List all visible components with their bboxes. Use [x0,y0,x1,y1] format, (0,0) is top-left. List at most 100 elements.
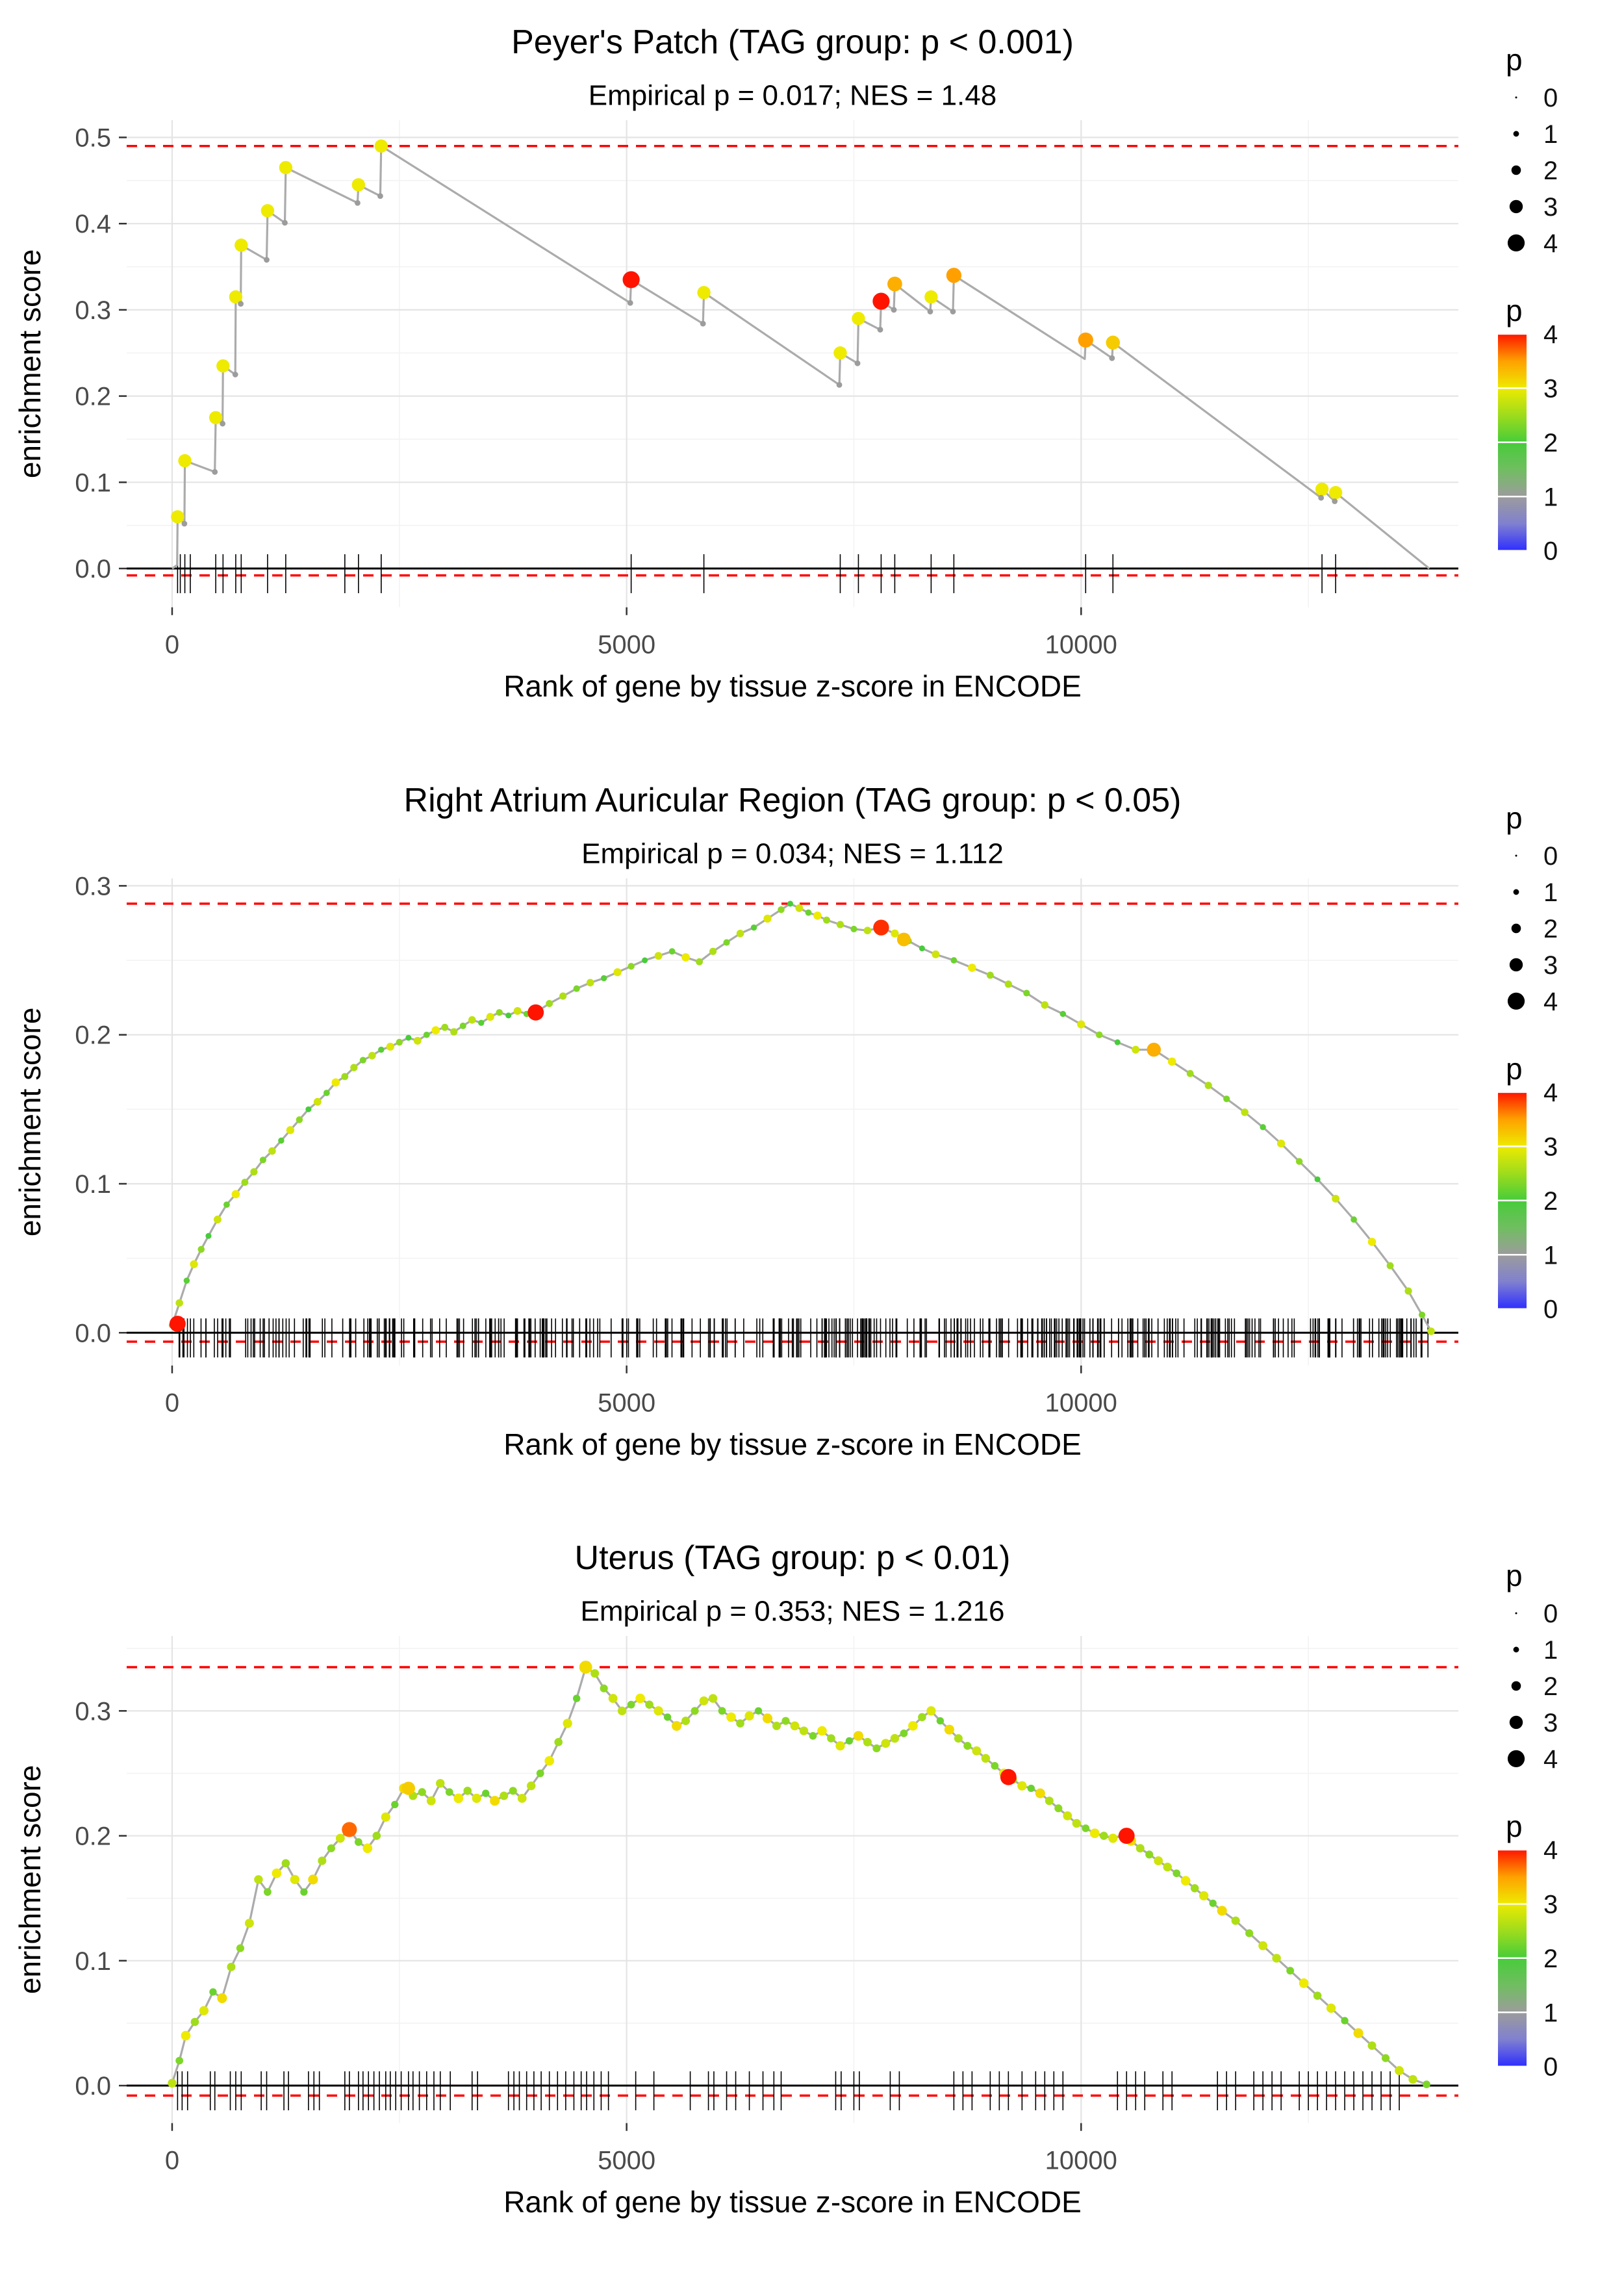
gene-dot [513,1006,522,1015]
gene-dot [590,1669,600,1678]
x-tick-label: 5000 [598,1388,655,1417]
gene-dot [496,1008,503,1016]
gene-dot [431,1026,440,1034]
y-tick-label: 0.0 [75,555,111,583]
chart-panel-right-atrium: 0 5000 10000 0.0 0.1 0.2 0.3 Right Atrium Auric… [0,758,1624,1516]
gene-dot [1272,1954,1281,1963]
gene-dot [628,962,635,970]
gene-dot [359,1056,366,1064]
gene-dot [546,999,553,1007]
colorbar-label: 4 [1543,1079,1558,1107]
size-legend-label: 1 [1543,120,1558,149]
gene-dot [235,238,248,252]
gene-dot [500,1791,509,1800]
gene-dot [1318,494,1325,501]
gene-dot-highlight [342,1822,357,1837]
gene-dot [1245,1929,1254,1937]
gene-dot [835,1741,845,1751]
gene-dot [681,952,690,962]
gene-dot [450,1028,458,1036]
colorbar-label: 0 [1543,1295,1558,1323]
gene-dot [264,257,270,263]
gene-dot [1276,1139,1286,1147]
size-legend-dot [1509,958,1523,971]
gene-dot [617,1706,627,1716]
size-legend-label: 4 [1543,229,1558,258]
gene-dot [736,929,744,938]
colorbar-label: 1 [1543,1241,1558,1270]
gene-dot [891,307,897,313]
gene-dot [559,992,567,1000]
gene-dot [318,1856,327,1865]
gene-dot [799,1726,809,1736]
gene-dot [1186,1069,1194,1077]
gene-dot [1035,1788,1045,1799]
gene-dot [1063,1811,1072,1821]
gene-dot [1199,1891,1209,1901]
gene-dot [1326,2004,1336,2013]
colorbar-label: 0 [1543,537,1558,566]
chart-panel-uterus: 0 5000 10000 0.0 0.1 0.2 0.3 Uterus (TAG group:… [0,1516,1624,2274]
gene-dot [1190,1884,1199,1893]
gene-dot [308,1874,318,1885]
gene-dot [891,929,899,938]
gene-dot [622,271,640,288]
size-legend-title: p [1506,1559,1523,1592]
gene-dot-highlight [1000,1769,1017,1785]
gene-dot [468,1016,476,1024]
chart-svg-1: 0 5000 10000 0.0 0.1 0.2 0.3 Right Atrium Auric… [0,758,1624,1516]
gene-dot [1004,980,1012,988]
gene-dot [241,1178,249,1186]
gene-dot [554,1738,563,1746]
gene-dot [463,1787,472,1795]
gene-dot [1313,1991,1322,2000]
size-legend-dot [1515,96,1517,99]
size-legend-label: 3 [1543,193,1558,222]
gene-dot [544,1756,555,1766]
size-legend-dot [1515,1612,1517,1615]
gene-dot [642,957,648,964]
gene-dot [212,468,218,475]
colorbar-label: 1 [1543,483,1558,511]
gene-dot [1351,1216,1357,1223]
gene-dot [405,1034,412,1041]
gene-dot [1089,1828,1100,1839]
gene-dot [181,520,188,527]
gene-dot [762,1713,773,1724]
size-legend-dot [1513,131,1519,137]
gene-dot [1332,498,1338,504]
y-tick-label: 0.0 [75,2072,111,2101]
gene-dot [1023,990,1030,997]
gene-dot [341,1073,349,1080]
gene-dot [290,1875,300,1885]
gene-dot [1367,1237,1377,1246]
gene-dot [264,1888,272,1897]
gene-dot [1404,1287,1412,1295]
gene-dot [377,193,383,199]
gene-dot [517,1794,527,1804]
gene-dot [872,1744,881,1753]
gene-dot [991,1762,999,1770]
gene-dot [778,906,785,913]
gene-dot [663,1713,672,1721]
gene-dot [1099,1832,1108,1841]
gene-dot [881,1739,891,1748]
gene-dot [672,1721,682,1731]
gene-dot [763,914,772,923]
gene-dot-highlight [1147,1042,1161,1057]
gene-dot [696,958,703,965]
enrichment-curve [171,145,1430,570]
gene-dot [354,1838,362,1846]
gene-dot [744,1711,754,1721]
gene-dot [924,290,938,304]
gene-dot [441,1023,449,1031]
gene-dot [1145,1850,1154,1859]
gene-dot [787,901,794,907]
x-tick-label: 5000 [598,631,655,659]
gene-dot [1241,1108,1249,1116]
gene-dot [1106,335,1121,350]
gene-dot [1217,1906,1227,1916]
gene-dot [1341,2017,1349,2025]
y-tick-label: 0.1 [75,1170,111,1199]
color-legend-title: p [1506,1809,1523,1843]
